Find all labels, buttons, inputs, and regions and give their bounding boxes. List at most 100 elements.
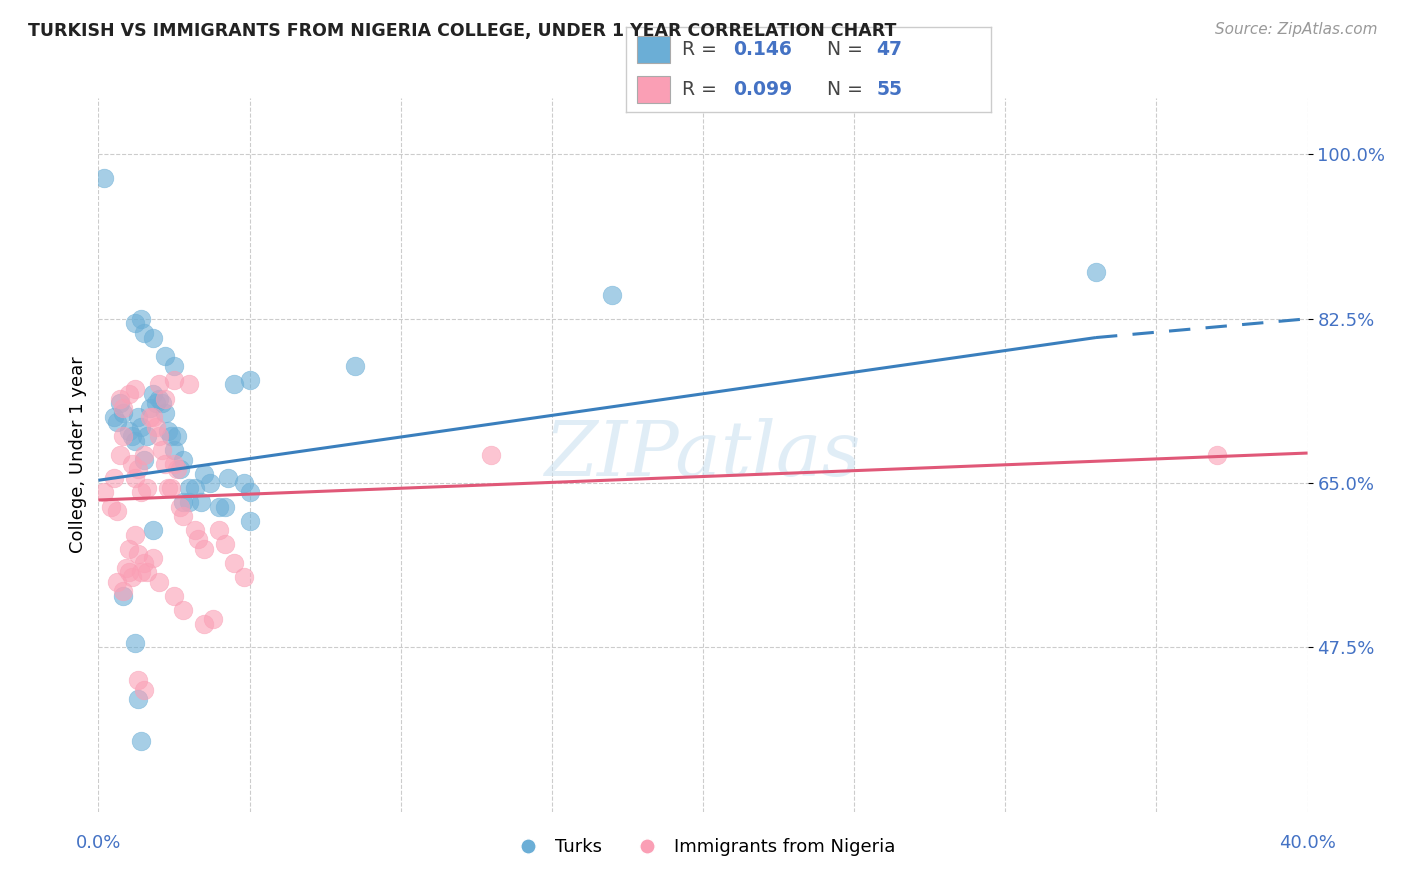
- Turks: [127, 692, 149, 706]
- Turks: [169, 462, 191, 476]
- Text: TURKISH VS IMMIGRANTS FROM NIGERIA COLLEGE, UNDER 1 YEAR CORRELATION CHART: TURKISH VS IMMIGRANTS FROM NIGERIA COLLE…: [28, 22, 897, 40]
- Turks: [166, 429, 188, 443]
- Turks: [132, 452, 155, 467]
- Turks: [163, 443, 186, 458]
- Text: R =: R =: [682, 40, 723, 59]
- Immigrants from Nigeria: [142, 551, 165, 566]
- Immigrants from Nigeria: [153, 392, 176, 406]
- Immigrants from Nigeria: [124, 471, 146, 485]
- Text: 40.0%: 40.0%: [1279, 834, 1336, 852]
- Turks: [148, 392, 170, 406]
- Immigrants from Nigeria: [142, 410, 165, 425]
- Immigrants from Nigeria: [160, 481, 183, 495]
- Turks: [200, 476, 222, 491]
- Immigrants from Nigeria: [169, 500, 191, 514]
- Text: N =: N =: [827, 80, 869, 99]
- Immigrants from Nigeria: [184, 523, 207, 537]
- Turks: [129, 734, 152, 748]
- Turks: [153, 406, 176, 420]
- Turks: [139, 401, 162, 415]
- Text: R =: R =: [682, 80, 723, 99]
- Immigrants from Nigeria: [163, 458, 186, 472]
- Turks: [121, 429, 143, 443]
- Immigrants from Nigeria: [127, 673, 149, 688]
- Turks: [118, 425, 141, 439]
- Immigrants from Nigeria: [148, 377, 170, 392]
- Immigrants from Nigeria: [108, 392, 131, 406]
- Turks: [135, 429, 157, 443]
- Text: 0.099: 0.099: [734, 80, 793, 99]
- Immigrants from Nigeria: [150, 443, 173, 458]
- Immigrants from Nigeria: [132, 682, 155, 697]
- Turks: [177, 495, 201, 509]
- Turks: [344, 359, 367, 373]
- Legend: Turks, Immigrants from Nigeria: Turks, Immigrants from Nigeria: [503, 831, 903, 863]
- Turks: [224, 377, 246, 392]
- Immigrants from Nigeria: [114, 560, 136, 574]
- Immigrants from Nigeria: [139, 410, 162, 425]
- Turks: [142, 387, 165, 401]
- Immigrants from Nigeria: [105, 574, 128, 589]
- Immigrants from Nigeria: [145, 419, 167, 434]
- Turks: [150, 396, 173, 410]
- Text: ZIPatlas: ZIPatlas: [544, 418, 862, 491]
- Turks: [124, 317, 146, 331]
- Turks: [1085, 265, 1108, 279]
- Immigrants from Nigeria: [148, 574, 170, 589]
- Turks: [111, 406, 134, 420]
- Immigrants from Nigeria: [124, 527, 146, 541]
- Immigrants from Nigeria: [202, 612, 225, 626]
- Turks: [129, 419, 152, 434]
- Turks: [153, 349, 176, 363]
- Text: 55: 55: [876, 80, 903, 99]
- Turks: [602, 288, 624, 302]
- Turks: [142, 523, 165, 537]
- Turks: [127, 410, 149, 425]
- Turks: [160, 429, 183, 443]
- Immigrants from Nigeria: [121, 458, 143, 472]
- Immigrants from Nigeria: [224, 556, 246, 570]
- Turks: [156, 425, 179, 439]
- Immigrants from Nigeria: [118, 566, 141, 580]
- Immigrants from Nigeria: [93, 485, 115, 500]
- Turks: [184, 481, 207, 495]
- Immigrants from Nigeria: [193, 616, 215, 631]
- Immigrants from Nigeria: [135, 566, 157, 580]
- Turks: [177, 481, 201, 495]
- Immigrants from Nigeria: [153, 458, 176, 472]
- Immigrants from Nigeria: [105, 504, 128, 518]
- Immigrants from Nigeria: [127, 462, 149, 476]
- Immigrants from Nigeria: [127, 547, 149, 561]
- Turks: [208, 500, 231, 514]
- Turks: [172, 495, 194, 509]
- Turks: [214, 500, 236, 514]
- Turks: [129, 311, 152, 326]
- Y-axis label: College, Under 1 year: College, Under 1 year: [69, 357, 87, 553]
- Turks: [217, 471, 239, 485]
- Text: 0.146: 0.146: [734, 40, 793, 59]
- Immigrants from Nigeria: [121, 570, 143, 584]
- Turks: [163, 359, 186, 373]
- Immigrants from Nigeria: [172, 603, 194, 617]
- Immigrants from Nigeria: [124, 382, 146, 396]
- Immigrants from Nigeria: [111, 429, 134, 443]
- FancyBboxPatch shape: [637, 76, 669, 103]
- Turks: [145, 396, 167, 410]
- Turks: [108, 396, 131, 410]
- Immigrants from Nigeria: [172, 508, 194, 523]
- Immigrants from Nigeria: [166, 462, 188, 476]
- Turks: [239, 373, 262, 387]
- Turks: [124, 636, 146, 650]
- Immigrants from Nigeria: [132, 448, 155, 462]
- Immigrants from Nigeria: [129, 485, 152, 500]
- Immigrants from Nigeria: [148, 429, 170, 443]
- Immigrants from Nigeria: [214, 537, 236, 551]
- Turks: [142, 330, 165, 344]
- Immigrants from Nigeria: [118, 387, 141, 401]
- Immigrants from Nigeria: [111, 584, 134, 599]
- Text: N =: N =: [827, 40, 869, 59]
- Immigrants from Nigeria: [187, 533, 209, 547]
- Turks: [111, 589, 134, 603]
- Turks: [193, 467, 215, 481]
- Immigrants from Nigeria: [177, 377, 201, 392]
